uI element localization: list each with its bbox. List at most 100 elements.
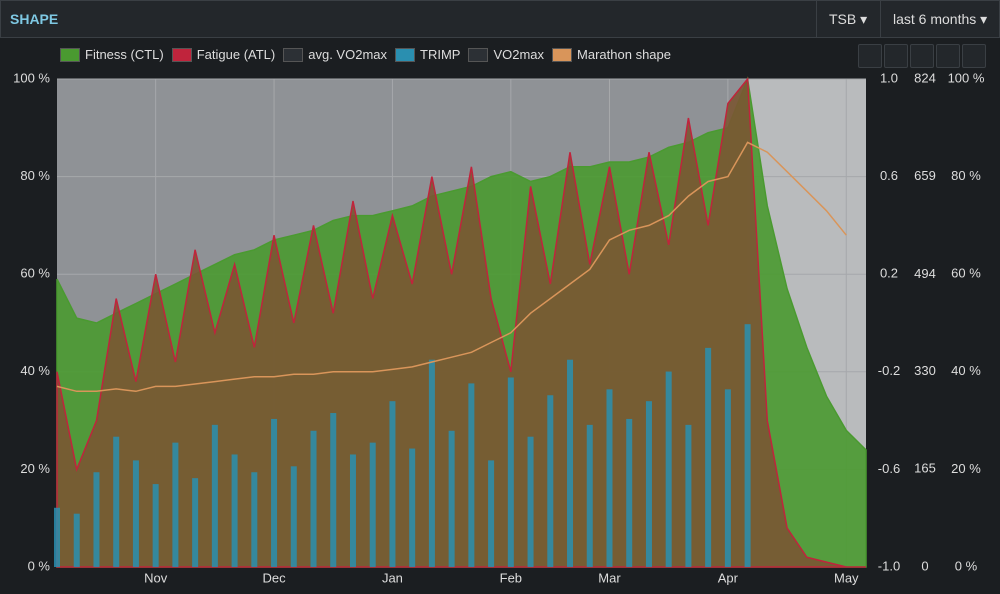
y-tick-label: 40 % bbox=[20, 363, 50, 378]
trimp-bar bbox=[271, 418, 278, 567]
y3-tick-label: -0.2 bbox=[878, 363, 900, 378]
y4-tick-label: 60 % bbox=[951, 266, 981, 281]
trimp-bar bbox=[527, 436, 534, 567]
projection-background bbox=[747, 79, 866, 567]
trimp-bar bbox=[310, 430, 317, 567]
y4-tick-label: 0 % bbox=[955, 558, 978, 573]
panel-title: SHAPE bbox=[10, 11, 59, 27]
legend-label: avg. VO2max bbox=[308, 47, 388, 62]
trimp-bar bbox=[330, 413, 337, 567]
range-label: last 6 months bbox=[893, 11, 977, 27]
legend-item[interactable]: TRIMP bbox=[395, 47, 460, 62]
trimp-bar bbox=[705, 347, 712, 567]
legend-label: Marathon shape bbox=[577, 47, 671, 62]
trimp-bar bbox=[192, 478, 199, 567]
y3-tick-label: -1.0 bbox=[878, 558, 900, 573]
legend-label: VO2max bbox=[493, 47, 545, 62]
trimp-bar bbox=[586, 424, 593, 567]
trimp-bar bbox=[113, 436, 120, 567]
x-tick-label: Dec bbox=[262, 570, 286, 585]
trimp-bar bbox=[567, 359, 574, 567]
trimp-bar bbox=[685, 424, 692, 567]
y4-tick-label: 100 % bbox=[948, 70, 985, 85]
trimp-bar bbox=[547, 395, 554, 567]
trimp-bar bbox=[251, 472, 258, 567]
trimp-bar bbox=[54, 507, 60, 567]
list-button[interactable] bbox=[910, 44, 934, 68]
fullscreen-button[interactable] bbox=[858, 44, 882, 68]
trimp-bar bbox=[448, 430, 455, 567]
y-tick-label: 60 % bbox=[20, 266, 50, 281]
area bbox=[56, 76, 867, 568]
legend-swatch bbox=[395, 47, 416, 62]
legend-item[interactable]: avg. VO2max bbox=[283, 47, 387, 62]
trimp-bar bbox=[132, 460, 139, 567]
y2-tick-label: 165 bbox=[914, 461, 936, 476]
y2-tick-label: 659 bbox=[914, 168, 936, 183]
y2-tick-label: 824 bbox=[914, 70, 936, 85]
trimp-bar bbox=[152, 484, 159, 567]
legend-item[interactable]: Fitness (CTL) bbox=[60, 47, 164, 62]
legend: Fitness (CTL) Fatigue (ATL) avg. VO2max TRI… bbox=[60, 47, 671, 62]
trimp-bar bbox=[409, 448, 416, 567]
y2-tick-label: 0 bbox=[921, 558, 928, 573]
trimp-bar bbox=[349, 454, 356, 567]
trimp-bar bbox=[468, 383, 475, 567]
y3-tick-label: 0.6 bbox=[880, 168, 898, 183]
y3-tick-label: 1.0 bbox=[880, 70, 898, 85]
trimp-bar bbox=[606, 389, 613, 567]
legend-swatch bbox=[468, 47, 489, 62]
save-button[interactable] bbox=[884, 44, 908, 68]
y4-tick-label: 80 % bbox=[951, 168, 981, 183]
trimp-bar bbox=[724, 389, 731, 567]
y3-tick-label: -0.6 bbox=[878, 461, 900, 476]
legend-item[interactable]: VO2max bbox=[468, 47, 544, 62]
legend-label: TRIMP bbox=[420, 47, 461, 62]
x-tick-label: Mar bbox=[598, 570, 621, 585]
trimp-bar bbox=[488, 460, 495, 567]
trimp-bar bbox=[211, 424, 218, 567]
trimp-bar bbox=[507, 377, 514, 567]
legend-label: Fitness (CTL) bbox=[85, 47, 164, 62]
y-tick-label: 0 % bbox=[28, 558, 51, 573]
legend-item[interactable]: Marathon shape bbox=[552, 47, 671, 62]
x-tick-label: Jan bbox=[382, 570, 403, 585]
trimp-bar bbox=[428, 359, 435, 567]
trimp-bar bbox=[744, 324, 751, 567]
crosshair-button[interactable] bbox=[936, 44, 960, 68]
trimp-bar bbox=[626, 418, 633, 567]
header: SHAPE TSB ▾ last 6 months ▾ bbox=[0, 0, 1000, 38]
x-tick-label: Nov bbox=[144, 570, 168, 585]
trimp-bar bbox=[172, 442, 179, 567]
area bbox=[56, 77, 866, 568]
legend-swatch bbox=[283, 47, 304, 62]
y4-tick-label: 40 % bbox=[951, 363, 981, 378]
trimp-bar bbox=[73, 513, 80, 567]
y2-tick-label: 494 bbox=[914, 266, 936, 281]
line bbox=[56, 141, 847, 393]
range-selector[interactable]: last 6 months ▾ bbox=[880, 1, 1000, 37]
trimp-bar bbox=[389, 401, 396, 567]
legend-item[interactable]: Fatigue (ATL) bbox=[171, 47, 276, 62]
crop-button[interactable] bbox=[962, 44, 986, 68]
x-tick-label: Apr bbox=[718, 570, 739, 585]
y2-tick-label: 330 bbox=[914, 363, 936, 378]
y-tick-label: 20 % bbox=[20, 461, 50, 476]
x-tick-label: Feb bbox=[500, 570, 522, 585]
trimp-bar bbox=[93, 472, 100, 567]
legend-swatch bbox=[60, 47, 80, 62]
y4-tick-label: 20 % bbox=[951, 461, 981, 476]
metric-selector[interactable]: TSB ▾ bbox=[816, 1, 881, 37]
trimp-bar bbox=[290, 466, 297, 567]
plot-background bbox=[57, 79, 866, 567]
trimp-bar bbox=[645, 401, 652, 567]
toolbar bbox=[858, 44, 986, 68]
trimp-bar bbox=[369, 442, 376, 567]
y-tick-label: 100 % bbox=[13, 70, 50, 85]
trimp-bar bbox=[231, 454, 238, 567]
y-tick-label: 80 % bbox=[20, 168, 50, 183]
y3-tick-label: 0.2 bbox=[880, 266, 898, 281]
legend-label: Fatigue (ATL) bbox=[196, 47, 276, 62]
